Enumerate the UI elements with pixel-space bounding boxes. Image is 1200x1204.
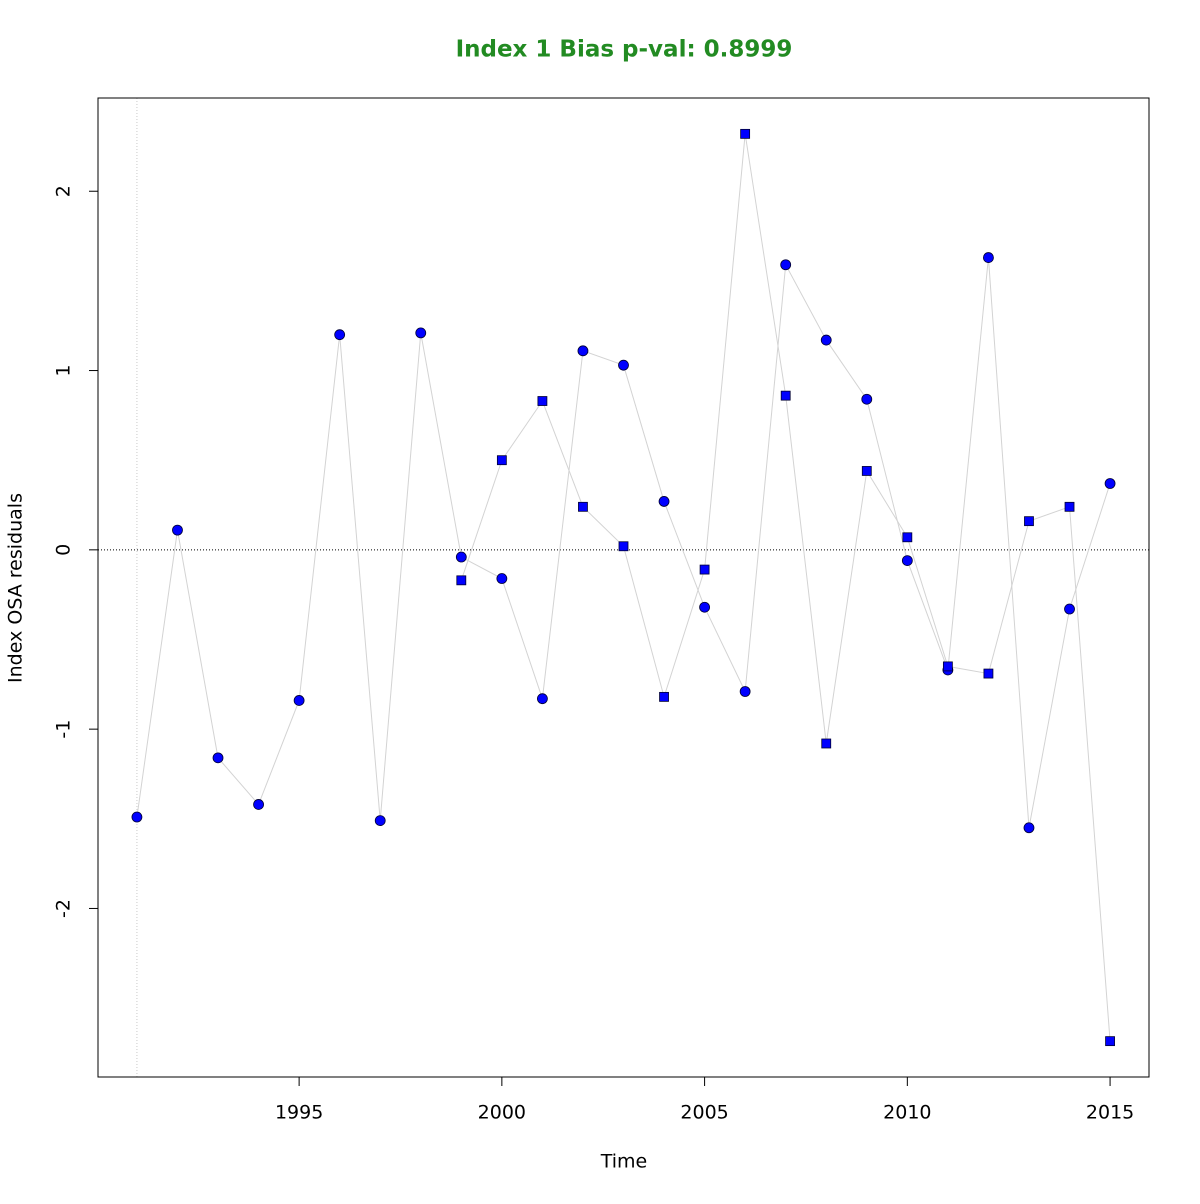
point: [699, 564, 710, 575]
point: [820, 334, 832, 346]
point: [618, 359, 629, 371]
point: [861, 466, 872, 476]
point: [983, 668, 994, 679]
point: [131, 811, 143, 823]
point: [942, 661, 953, 672]
point: [658, 496, 670, 507]
point: [577, 345, 589, 357]
point: [780, 259, 792, 271]
x-tick-label: 2005: [680, 1102, 728, 1124]
x-axis-label: Time: [600, 1151, 648, 1173]
point: [455, 551, 467, 563]
point: [1064, 501, 1075, 512]
point: [1064, 603, 1075, 615]
point: [901, 555, 913, 567]
point: [861, 393, 873, 405]
point: [618, 541, 629, 552]
point: [253, 799, 264, 810]
y-tick-label: 2: [53, 185, 75, 197]
x-tick-label: 2010: [883, 1102, 931, 1124]
point: [456, 575, 467, 586]
point: [1023, 822, 1035, 834]
point: [983, 252, 994, 263]
y-tick-label: -1: [53, 720, 75, 739]
point: [1024, 516, 1034, 527]
point: [537, 396, 548, 406]
point: [821, 738, 832, 749]
point: [902, 532, 913, 543]
x-tick-label: 2015: [1086, 1102, 1134, 1124]
point: [293, 695, 305, 706]
point: [334, 329, 346, 341]
y-tick-label: -2: [53, 899, 75, 918]
point: [415, 327, 427, 339]
point: [659, 691, 669, 702]
point: [699, 601, 710, 613]
point: [1104, 478, 1116, 489]
point: [578, 501, 588, 512]
point: [496, 455, 507, 466]
point: [496, 573, 508, 584]
point: [374, 815, 386, 826]
y-axis-label: Index OSA residuals: [5, 493, 27, 683]
chart-title: Index 1 Bias p-val: 0.8999: [456, 37, 793, 63]
x-tick-label: 2000: [478, 1102, 526, 1124]
point: [1105, 1036, 1115, 1047]
point: [780, 390, 791, 401]
x-tick-label: 1995: [275, 1102, 323, 1124]
point: [740, 128, 751, 139]
point: [537, 693, 548, 705]
point: [739, 686, 751, 697]
point: [212, 752, 224, 764]
y-tick-label: 0: [53, 544, 75, 556]
point: [172, 524, 183, 536]
y-tick-label: 1: [53, 364, 75, 376]
plot-frame: [97, 97, 1150, 1078]
